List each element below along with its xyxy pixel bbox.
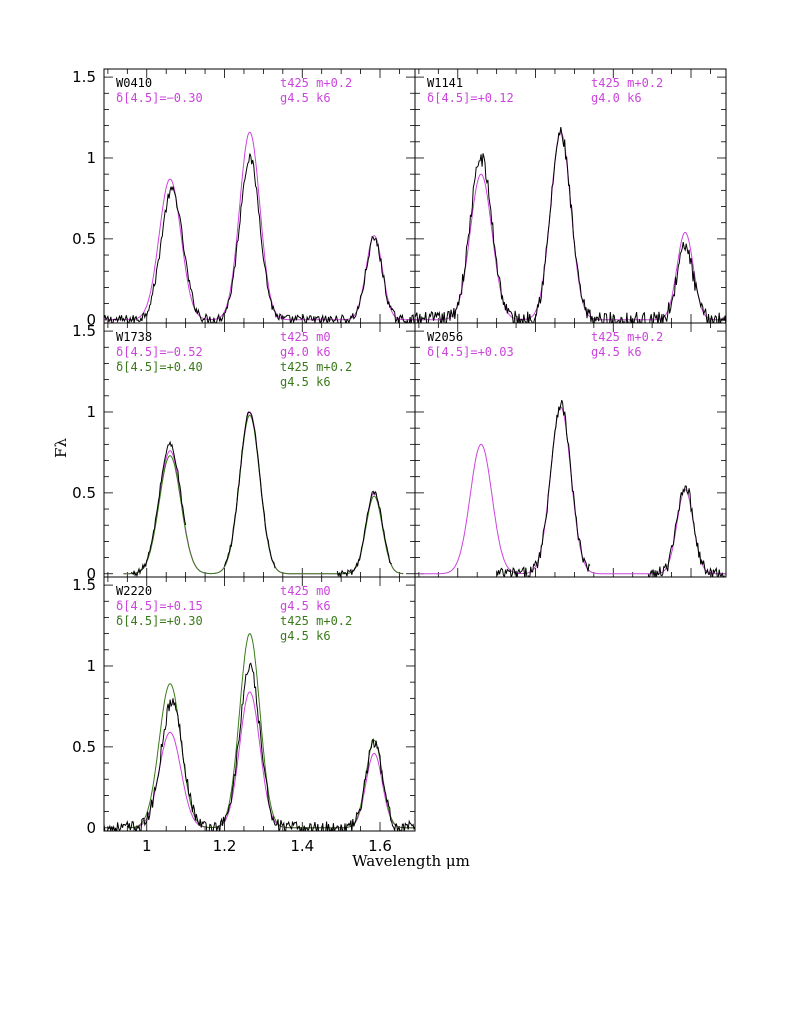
panel-plot-W2220: 1 1.2 1.4 1.6 0 0.5 1 1.5	[72, 576, 416, 855]
annotation: t425 m0	[280, 330, 331, 344]
y-tick-label: 1	[86, 403, 96, 421]
x-tick-label: 1.4	[290, 837, 314, 855]
panel-frame	[103, 68, 416, 324]
observed-series-line	[336, 490, 393, 577]
annotation: t425 m+0.2	[591, 330, 663, 344]
panel-plot-W1141	[414, 68, 727, 324]
y-tick-label: 0	[86, 565, 96, 583]
x-tick-label: 1.2	[213, 837, 237, 855]
panel-plot-W2056	[414, 322, 727, 578]
observed-series-line	[647, 485, 726, 577]
panel-W2056: W2056 δ[4.5]=+0.03 t425 m+0.2 g4.5 k6	[427, 330, 663, 359]
panel-W1738: W1738 δ[4.5]=−0.52 δ[4.5]=+0.40 t425 m0 …	[116, 330, 352, 389]
annotation: g4.5 k6	[280, 629, 331, 643]
chart-marks: 00.511.500.511.51 1.2 1.4 1.600.511.5	[72, 68, 727, 855]
panel-label: W0410	[116, 76, 152, 90]
panel-label: W2220	[116, 584, 152, 598]
panel-W0410: W0410 δ[4.5]=−0.30 t425 m+0.2 g4.5 k6	[116, 76, 352, 105]
annotation: δ[4.5]=+0.03	[427, 345, 514, 359]
panel-W1141: W1141 δ[4.5]=+0.12 t425 m+0.2 g4.0 k6	[427, 76, 663, 105]
observed-series-line	[415, 127, 726, 323]
annotation: g4.5 k6	[280, 91, 331, 105]
y-tick-label: 0.5	[72, 738, 96, 756]
panel-label: W1141	[427, 76, 463, 90]
annotation: δ[4.5]=+0.40	[116, 360, 203, 374]
annotation: t425 m+0.2	[280, 360, 352, 374]
annotation: t425 m0	[280, 584, 331, 598]
x-tick-label: 1.6	[368, 837, 392, 855]
y-tick-label: 0.5	[72, 230, 96, 248]
observed-series-line	[104, 662, 415, 831]
annotation: δ[4.5]=+0.15	[116, 599, 203, 613]
model-series-line	[104, 131, 415, 321]
annotation: g4.0 k6	[591, 91, 642, 105]
annotation: g4.5 k6	[280, 599, 331, 613]
annotation: δ[4.5]=−0.52	[116, 345, 203, 359]
x-tick-label: 1	[142, 837, 152, 855]
annotation: t425 m+0.2	[280, 614, 352, 628]
annotation: δ[4.5]=+0.30	[116, 614, 203, 628]
panel-label: W1738	[116, 330, 152, 344]
observed-series-line	[104, 153, 415, 323]
y-tick-label: 1	[86, 657, 96, 675]
annotation: δ[4.5]=−0.30	[116, 91, 203, 105]
annotation: t425 m+0.2	[280, 76, 352, 90]
annotation: g4.5 k6	[591, 345, 642, 359]
observed-series-line	[224, 411, 276, 569]
y-axis-label: Fλ	[52, 438, 70, 458]
panel-frame	[103, 576, 416, 832]
y-tick-label: 0	[86, 819, 96, 837]
annotation: δ[4.5]=+0.12	[427, 91, 514, 105]
y-tick-label: 0.5	[72, 484, 96, 502]
y-tick-label: 1.5	[72, 576, 96, 594]
y-tick-label: 0	[86, 311, 96, 329]
panel-W2220: W2220 δ[4.5]=+0.15 δ[4.5]=+0.30 t425 m0 …	[116, 584, 352, 643]
panel-plot-W0410: 0 0.5 1 1.5	[72, 68, 416, 329]
y-tick-label: 1.5	[72, 322, 96, 340]
y-tick-label: 1	[86, 149, 96, 167]
observed-series-line	[130, 440, 187, 577]
y-tick-label: 1.5	[72, 68, 96, 86]
panel-frame	[414, 322, 727, 578]
annotation: g4.0 k6	[280, 345, 331, 359]
observed-series-line	[496, 399, 591, 577]
x-axis-label: Wavelength μm	[352, 852, 470, 870]
model-series-line	[127, 633, 415, 829]
annotation: t425 m+0.2	[591, 76, 663, 90]
panel-label: W2056	[427, 330, 463, 344]
annotation: g4.5 k6	[280, 375, 331, 389]
